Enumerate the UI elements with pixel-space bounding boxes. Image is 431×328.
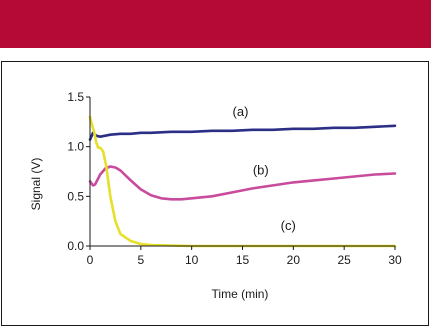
x-tick-label: 10 bbox=[185, 253, 199, 267]
curve-label-c: (c) bbox=[281, 218, 296, 233]
x-tick-label: 25 bbox=[337, 253, 351, 267]
series-layer bbox=[88, 115, 397, 248]
x-axis-title: Time (min) bbox=[212, 287, 269, 301]
curve-label-a: (a) bbox=[233, 104, 249, 119]
y-axis-title: Signal (V) bbox=[29, 158, 43, 211]
header-band bbox=[0, 0, 431, 48]
y-tick-label: 1.5 bbox=[67, 90, 84, 104]
figure-frame: 0 5 10 15 20 25 30 0.0 0.5 1.0 1.5 (a) (b) (c) Time… bbox=[1, 61, 429, 326]
series-line-c bbox=[88, 115, 397, 248]
x-tick-label: 20 bbox=[287, 253, 301, 267]
y-tick-label: 1.0 bbox=[67, 140, 84, 154]
y-tick-label: 0.0 bbox=[67, 239, 84, 253]
x-tick-label: 30 bbox=[388, 253, 402, 267]
curve-label-b: (b) bbox=[253, 162, 269, 177]
y-tick-label: 0.5 bbox=[67, 189, 84, 203]
series-line-a bbox=[88, 124, 397, 141]
x-tick-label: 15 bbox=[236, 253, 250, 267]
chart: 0 5 10 15 20 25 30 0.0 0.5 1.0 1.5 (a) (b) (c) Time… bbox=[29, 90, 402, 301]
x-ticks: 0 5 10 15 20 25 30 bbox=[87, 246, 402, 267]
series-line-b bbox=[88, 165, 397, 201]
y-ticks: 0.0 0.5 1.0 1.5 bbox=[67, 90, 90, 253]
x-tick-label: 5 bbox=[137, 253, 144, 267]
x-tick-label: 0 bbox=[87, 253, 94, 267]
curve-labels: (a) (b) (c) bbox=[233, 104, 296, 233]
axes bbox=[89, 97, 395, 247]
